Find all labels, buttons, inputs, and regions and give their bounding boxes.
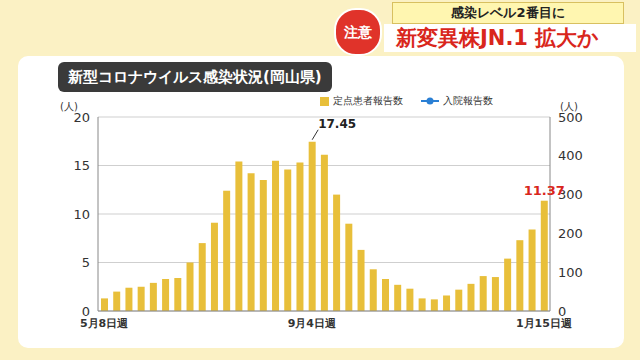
svg-text:200: 200 [558, 226, 583, 241]
svg-text:1月15日週: 1月15日週 [516, 317, 573, 330]
svg-text:20: 20 [73, 110, 90, 125]
svg-text:17.45: 17.45 [318, 117, 356, 131]
svg-text:5: 5 [82, 255, 90, 270]
svg-text:500: 500 [558, 110, 583, 125]
svg-text:0: 0 [82, 304, 90, 319]
svg-text:15: 15 [73, 158, 90, 173]
html-text:定点患者報告数: 定点患者報告数 [333, 95, 403, 106]
svg-text:11.37: 11.37 [524, 183, 565, 198]
html-text:(人): (人) [60, 101, 78, 112]
html-text:注意: 注意 [344, 24, 372, 40]
html-text:新型コロナウイルス感染状況(岡山県): 新型コロナウイルス感染状況(岡山県) [68, 68, 322, 86]
svg-text:100: 100 [558, 265, 583, 280]
html-text:感染レベル2番目に: 感染レベル2番目に [451, 5, 565, 20]
svg-text:300: 300 [558, 187, 583, 203]
svg-text:400: 400 [558, 148, 583, 163]
html-text:(人): (人) [560, 101, 578, 112]
svg-text:0: 0 [558, 304, 566, 319]
html-text:入院報告数: 入院報告数 [443, 95, 493, 106]
svg-text:5月8日週: 5月8日週 [80, 317, 129, 330]
svg-text:9月4日週: 9月4日週 [288, 317, 337, 330]
html-text:新変異株JN.1 拡大か: 新変異株JN.1 拡大か [396, 26, 600, 50]
svg-text:10: 10 [73, 207, 90, 222]
